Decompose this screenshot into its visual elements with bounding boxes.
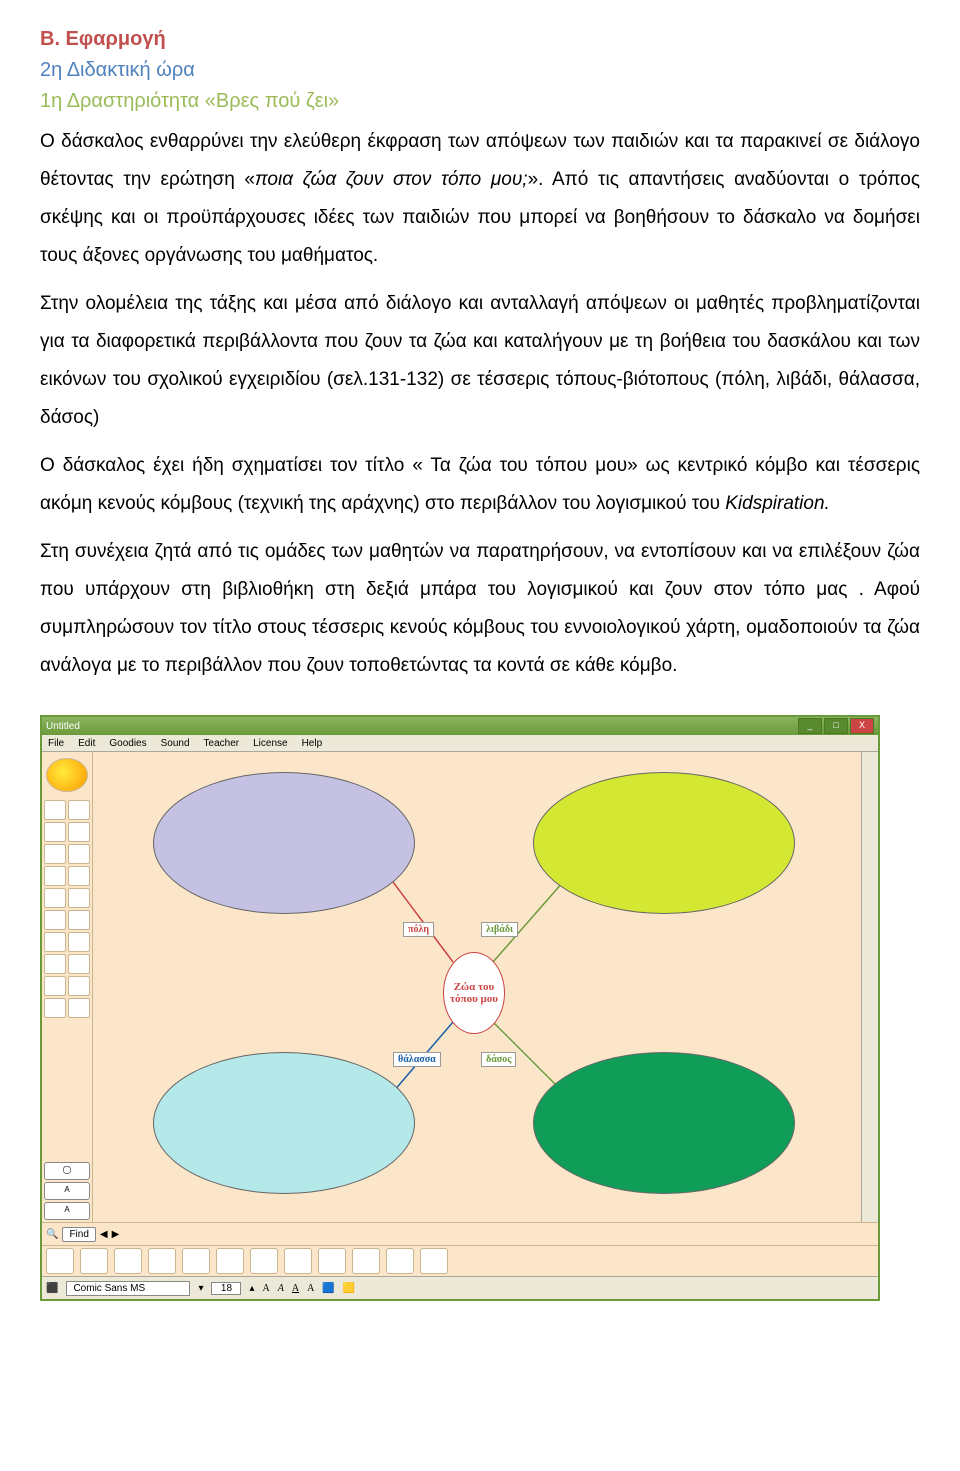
library-item-icon[interactable] [68, 954, 90, 974]
font-selector[interactable]: Comic Sans MS [66, 1281, 190, 1296]
menu-teacher[interactable]: Teacher [204, 738, 240, 749]
titlebar: Untitled _ □ X [42, 717, 878, 735]
nav-right-icon[interactable]: ▶ [112, 1229, 120, 1240]
toolbar-tool-button[interactable] [250, 1248, 278, 1274]
menu-help[interactable]: Help [302, 738, 323, 749]
magnifier-icon[interactable]: 🔍 [46, 1229, 58, 1240]
menu-license[interactable]: License [253, 738, 287, 749]
menu-edit[interactable]: Edit [78, 738, 95, 749]
format-row: ⬛ Comic Sans MS ▾ 18 ▴ A A A A 🟦 🟨 [42, 1276, 878, 1299]
library-item-icon[interactable] [44, 800, 66, 820]
shape-text2-button[interactable]: A [44, 1202, 90, 1220]
toolbar-tool-button[interactable] [46, 1248, 74, 1274]
toolbar-tool-button[interactable] [318, 1248, 346, 1274]
size-up-icon[interactable]: ▴ [249, 1283, 254, 1294]
toolbar-tool-button[interactable] [80, 1248, 108, 1274]
paragraph-2: Στην ολομέλεια της τάξης και μέσα από δι… [40, 285, 920, 437]
p1-italic: ποια ζώα ζουν στον τόπο μου; [255, 169, 528, 190]
toolbar-tool-button[interactable] [284, 1248, 312, 1274]
library-item-icon[interactable] [68, 800, 90, 820]
node-city-ellipse[interactable] [153, 772, 415, 914]
vertical-scrollbar[interactable] [861, 752, 878, 1222]
paragraph-4: Στη συνέχεια ζητά από τις ομάδες των μαθ… [40, 533, 920, 685]
nav-left-icon[interactable]: ◀ [100, 1229, 108, 1240]
size-down-icon[interactable]: ▾ [198, 1283, 203, 1294]
menu-file[interactable]: File [48, 738, 64, 749]
window-title: Untitled [46, 721, 80, 732]
color-swatch2-icon[interactable]: 🟨 [343, 1283, 355, 1294]
main-area: ◯ A A Ζώα του τόπου μου πόλη λιβάδι [42, 752, 878, 1222]
library-item-icon[interactable] [68, 822, 90, 842]
subheading-hour: 2η Διδακτική ώρα [40, 59, 920, 82]
toolbar-tool-button[interactable] [182, 1248, 210, 1274]
menubar: File Edit Goodies Sound Teacher License … [42, 735, 878, 752]
edge-label-meadow[interactable]: λιβάδι [481, 922, 518, 937]
menu-sound[interactable]: Sound [161, 738, 190, 749]
p3-italic: Kidspiration. [725, 493, 830, 514]
library-item-icon[interactable] [44, 998, 66, 1018]
find-button[interactable]: Find [62, 1227, 95, 1242]
paragraph-3: Ο δάσκαλος έχει ήδη σχηματίσει τον τίτλο… [40, 447, 920, 523]
app-logo-icon[interactable] [46, 758, 88, 792]
minimize-button[interactable]: _ [798, 718, 822, 734]
library-item-icon[interactable] [44, 844, 66, 864]
toolbar-tool-button[interactable] [386, 1248, 414, 1274]
library-item-icon[interactable] [44, 932, 66, 952]
menu-goodies[interactable]: Goodies [109, 738, 146, 749]
format-bold-button[interactable]: A [263, 1283, 270, 1294]
window-controls: _ □ X [798, 718, 874, 734]
format-italic-button[interactable]: A [278, 1283, 284, 1294]
tool-row [42, 1245, 878, 1276]
edge-label-sea[interactable]: θάλασσα [393, 1052, 441, 1067]
shape-bar: ◯ A A [42, 1160, 92, 1222]
font-size-field[interactable]: 18 [211, 1282, 241, 1295]
section-heading: Β. Εφαρμογή [40, 28, 920, 51]
library-item-icon[interactable] [68, 910, 90, 930]
format-underline-button[interactable]: A [292, 1283, 299, 1294]
library-item-icon[interactable] [44, 822, 66, 842]
maximize-button[interactable]: □ [824, 718, 848, 734]
shape-ellipse-button[interactable]: ◯ [44, 1162, 90, 1180]
toolbar-tool-button[interactable] [114, 1248, 142, 1274]
library-icon-grid [42, 798, 92, 1020]
library-item-icon[interactable] [44, 866, 66, 886]
edge-label-city[interactable]: πόλη [403, 922, 434, 937]
toolbar-tool-button[interactable] [352, 1248, 380, 1274]
center-node[interactable]: Ζώα του τόπου μου [443, 952, 505, 1034]
library-item-icon[interactable] [44, 910, 66, 930]
library-item-icon[interactable] [44, 888, 66, 908]
node-sea-ellipse[interactable] [153, 1052, 415, 1194]
app-window: Untitled _ □ X File Edit Goodies Sound T… [40, 715, 880, 1301]
edge-label-forest[interactable]: δάσος [481, 1052, 516, 1067]
close-button[interactable]: X [850, 718, 874, 734]
library-item-icon[interactable] [68, 888, 90, 908]
canvas[interactable]: Ζώα του τόπου μου πόλη λιβάδι θάλασσα δά… [93, 752, 861, 1222]
mode-icon[interactable]: ⬛ [46, 1283, 58, 1294]
library-item-icon[interactable] [68, 844, 90, 864]
toolbar-tool-button[interactable] [148, 1248, 176, 1274]
library-item-icon[interactable] [44, 976, 66, 996]
subheading-activity: 1η Δραστηριότητα «Βρες πού ζει» [40, 90, 920, 113]
find-row: 🔍 Find ◀ ▶ [42, 1222, 878, 1245]
bottom-bars: 🔍 Find ◀ ▶ ⬛ Comic Sans MS ▾ 18 ▴ A A A … [42, 1222, 878, 1299]
screenshot-container: Untitled _ □ X File Edit Goodies Sound T… [40, 715, 880, 1301]
left-toolbar: ◯ A A [42, 752, 93, 1222]
toolbar-tool-button[interactable] [420, 1248, 448, 1274]
library-item-icon[interactable] [44, 954, 66, 974]
library-item-icon[interactable] [68, 866, 90, 886]
color-swatch-icon[interactable]: 🟦 [322, 1283, 334, 1294]
library-item-icon[interactable] [68, 932, 90, 952]
format-color-button[interactable]: A [307, 1283, 314, 1294]
toolbar-tool-button[interactable] [216, 1248, 244, 1274]
paragraph-1: Ο δάσκαλος ενθαρρύνει την ελεύθερη έκφρα… [40, 123, 920, 275]
library-item-icon[interactable] [68, 976, 90, 996]
node-forest-ellipse[interactable] [533, 1052, 795, 1194]
shape-text-button[interactable]: A [44, 1182, 90, 1200]
node-meadow-ellipse[interactable] [533, 772, 795, 914]
library-item-icon[interactable] [68, 998, 90, 1018]
